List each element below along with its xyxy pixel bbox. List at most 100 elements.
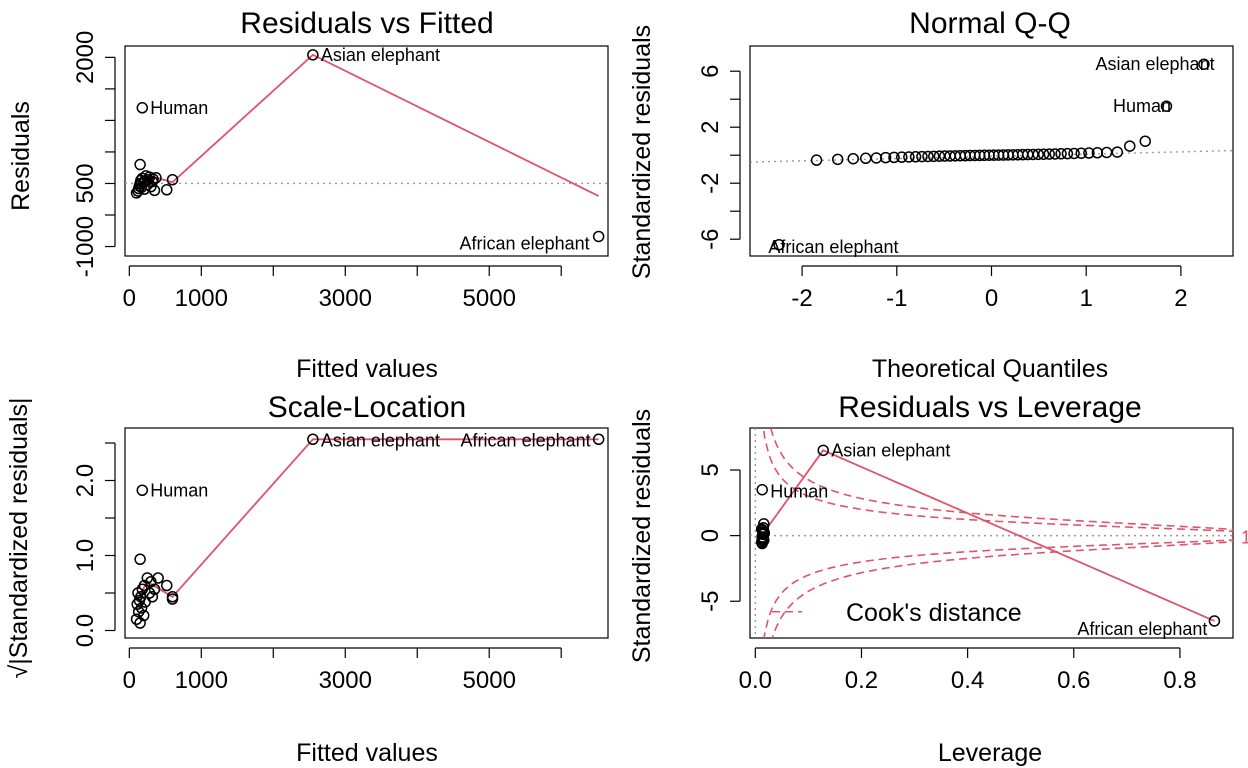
y-tick-label: 1.0 [72, 539, 99, 572]
data-point [137, 609, 150, 622]
cook-contour [769, 428, 1233, 531]
data-point [1111, 146, 1124, 158]
data-point [1124, 140, 1136, 152]
data-point [1049, 148, 1061, 160]
panel-normal-qq: Normal Q-Q Theoretical Quantiles Standar… [628, 7, 1234, 383]
x-tick-label: 3000 [319, 667, 372, 694]
data-point [847, 152, 859, 165]
data-point [307, 433, 319, 445]
data-point [1043, 148, 1055, 160]
x-tick-label: 1 [1080, 285, 1093, 312]
y-tick-label: 500 [72, 163, 99, 203]
data-point [136, 484, 149, 496]
data-point [909, 151, 922, 163]
data-point [888, 151, 900, 164]
cook-contour [763, 539, 1233, 638]
y-tick-label: -5 [697, 591, 724, 612]
ylabel-scale-location: √|Standardized residuals| [5, 397, 33, 678]
data-point [1032, 148, 1044, 161]
data-point [903, 151, 915, 163]
data-point [1083, 147, 1095, 159]
data-point [136, 102, 149, 114]
point-label: Human [770, 482, 828, 502]
plot-box-residuals-vs-fitted [124, 45, 609, 257]
plot-area [130, 433, 605, 629]
point-label: Asian elephant [321, 430, 440, 450]
reference-line [750, 149, 1233, 163]
point-label: African elephant [460, 233, 590, 253]
point-label: Asian elephant [1095, 54, 1214, 74]
point-label: Asian elephant [831, 440, 950, 460]
panel-residuals-vs-leverage: Residuals vs Leverage Leverage Standardi… [628, 391, 1248, 767]
data-point [160, 184, 173, 196]
point-label: Human [150, 480, 208, 500]
data-point [895, 151, 908, 163]
plot-area [750, 58, 1233, 251]
point-label: Asian elephant [321, 45, 440, 65]
data-point [1198, 58, 1210, 70]
data-point [916, 150, 928, 163]
data-point [1208, 615, 1221, 627]
x-tick-label: 3000 [319, 285, 372, 312]
title-residuals-vs-fitted: Residuals vs Fitted [240, 7, 493, 40]
x-tick-label: 0.4 [951, 667, 984, 694]
xlabel-residuals-vs-leverage: Leverage [938, 739, 1042, 767]
x-tick-label: 1000 [175, 667, 228, 694]
x-tick-label: 0 [985, 285, 998, 312]
data-point [152, 572, 164, 584]
data-point [150, 172, 162, 184]
y-tick-label: 2000 [72, 31, 99, 84]
ylabel-normal-qq: Standardized residuals [628, 25, 656, 279]
data-point [859, 152, 872, 165]
point-label: African elephant [461, 430, 591, 450]
x-tick-label: 2 [1174, 285, 1187, 312]
x-tick-label: 0.6 [1057, 667, 1090, 694]
xlabel-residuals-vs-fitted: Fitted values [296, 355, 438, 383]
y-tick-label: -1000 [72, 216, 99, 277]
data-point [148, 184, 161, 197]
cook-level-label: 1 [1241, 528, 1248, 548]
data-point [1075, 147, 1088, 159]
y-tick-label: 6 [697, 65, 724, 78]
data-point [870, 152, 883, 164]
plot-box-scale-location [124, 427, 609, 639]
y-tick-label: 2 [697, 121, 724, 134]
x-tick-label: -2 [791, 285, 812, 312]
data-point [758, 518, 770, 530]
data-point [831, 153, 844, 166]
data-point [773, 239, 785, 251]
panel-residuals-vs-fitted: Residuals vs Fitted Fitted values Residu… [7, 7, 609, 383]
point-label: Human [150, 98, 208, 118]
xlabel-normal-qq: Theoretical Quantiles [872, 355, 1108, 383]
x-tick-label: 0.0 [739, 667, 772, 694]
x-tick-label: 0 [123, 285, 136, 312]
point-label: Human [1113, 96, 1171, 116]
point-label: African elephant [768, 237, 898, 257]
data-point [307, 49, 319, 61]
x-tick-label: 0 [123, 667, 136, 694]
plot-box-residuals-vs-leverage [749, 427, 1234, 639]
data-point [166, 593, 179, 605]
data-point [928, 150, 940, 163]
x-tick-label: -1 [886, 285, 907, 312]
title-normal-qq: Normal Q-Q [909, 7, 1071, 40]
data-point [1100, 146, 1113, 159]
point-label: African elephant [1077, 619, 1207, 639]
plot-box-normal-qq [749, 45, 1234, 257]
data-point [1037, 148, 1050, 160]
cook-contour [762, 428, 1233, 533]
ylabel-residuals-vs-fitted: Residuals [7, 101, 35, 211]
data-point [148, 583, 161, 595]
data-point [166, 173, 179, 186]
data-point [810, 154, 823, 166]
x-tick-label: 5000 [463, 285, 516, 312]
data-point [135, 602, 148, 614]
data-point [141, 572, 154, 584]
x-tick-label: 0.8 [1163, 667, 1196, 694]
data-point [592, 433, 605, 445]
data-point [145, 180, 157, 193]
title-residuals-vs-leverage: Residuals vs Leverage [838, 391, 1142, 424]
data-point [1068, 147, 1080, 160]
data-point [756, 483, 768, 496]
